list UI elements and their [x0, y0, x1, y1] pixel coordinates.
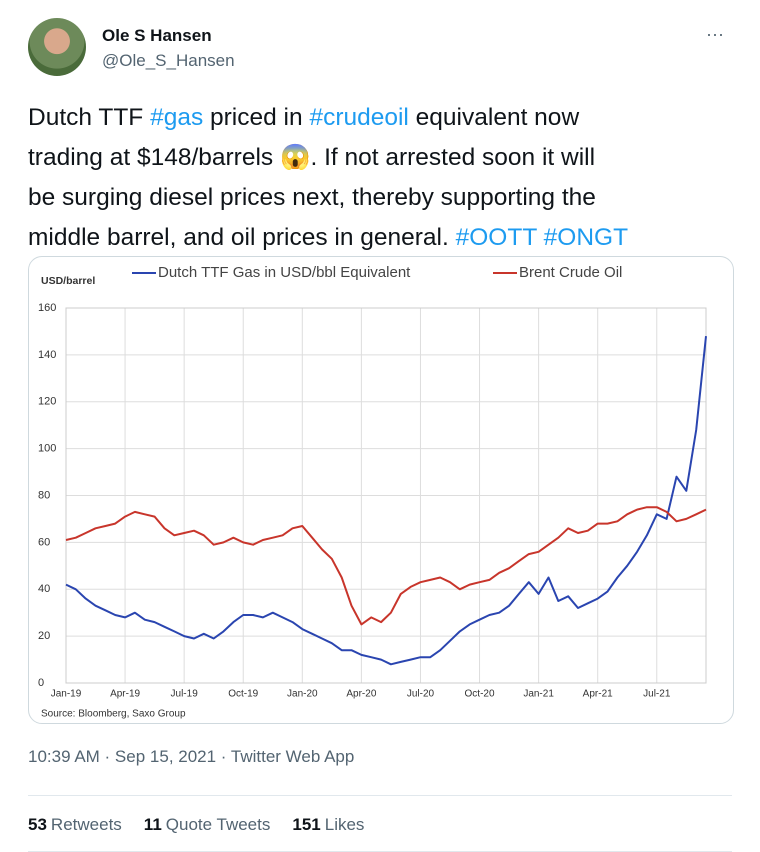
stat-count: 151: [292, 815, 321, 834]
x-tick-label: Jan-20: [287, 689, 318, 700]
text-segment: equivalent now: [408, 104, 580, 131]
stat[interactable]: 151 Likes: [292, 815, 364, 834]
stat-label: Retweets: [50, 815, 122, 834]
hashtag[interactable]: #crudeoil: [309, 104, 409, 131]
text-line: be surging diesel prices next, thereby s…: [28, 178, 628, 218]
y-tick-label: 120: [38, 396, 56, 408]
text-line: Dutch TTF #gas priced in #crudeoil equiv…: [28, 98, 628, 138]
y-axis-label: USD/barrel: [41, 275, 95, 287]
divider: [28, 795, 732, 796]
more-button[interactable]: ···: [706, 24, 724, 44]
stat[interactable]: 53 Retweets: [28, 815, 122, 834]
y-tick-label: 100: [38, 443, 56, 455]
y-tick-label: 80: [38, 489, 50, 501]
x-tick-label: Jul-21: [643, 689, 671, 700]
text-segment: middle barrel, and oil prices in general…: [28, 224, 456, 251]
text-line: trading at $148/barrels 😱. If not arrest…: [28, 138, 628, 178]
stat-count: 53: [28, 815, 47, 834]
x-tick-label: Apr-21: [583, 689, 613, 700]
y-tick-label: 140: [38, 349, 56, 361]
x-tick-label: Oct-20: [465, 689, 495, 700]
hashtag[interactable]: #gas: [150, 104, 204, 131]
stats: 53 Retweets 11 Quote Tweets 151 Likes: [28, 815, 386, 835]
hashtag[interactable]: #ONGT: [543, 224, 629, 251]
text-segment: priced in: [203, 104, 310, 131]
text-segment: trading at $148/barrels 😱. If not arrest…: [28, 144, 596, 171]
y-tick-label: 160: [38, 302, 56, 314]
text-segment: be surging diesel prices next, thereby s…: [28, 184, 596, 211]
y-tick-label: 0: [38, 677, 44, 689]
series-line: [65, 506, 707, 626]
x-tick-label: Apr-20: [346, 689, 376, 700]
plot-frame: [65, 307, 707, 684]
y-tick-label: 60: [38, 536, 50, 548]
x-tick-label: Oct-19: [228, 689, 258, 700]
x-tick-label: Jul-20: [407, 689, 435, 700]
source: Source: Bloomberg, Saxo Group: [41, 709, 186, 720]
x-tick-label: Apr-19: [110, 689, 140, 700]
display-name[interactable]: Ole S Hansen: [102, 26, 212, 45]
text-segment: [537, 224, 544, 251]
avatar[interactable]: [28, 18, 86, 76]
timestamp[interactable]: 10:39 AM · Sep 15, 2021 · Twitter Web Ap…: [28, 747, 355, 766]
hashtag[interactable]: #OOTT: [455, 224, 537, 251]
series-line: [65, 335, 707, 666]
stat[interactable]: 11 Quote Tweets: [144, 815, 271, 834]
y-tick-label: 20: [38, 630, 50, 642]
y-tick-label: 40: [38, 583, 50, 595]
x-tick-label: Jan-21: [523, 689, 554, 700]
x-tick-label: Jan-19: [51, 689, 82, 700]
legend-label: Dutch TTF Gas in USD/bbl Equivalent: [158, 264, 411, 281]
chart: USD/barrel 0 20 40 60 80 100 120 140 160 Jan-19 Apr…: [38, 264, 707, 720]
text-segment: Dutch TTF: [28, 104, 151, 131]
tweet-text: Dutch TTF #gas priced in #crudeoil equiv…: [28, 98, 628, 258]
stat-label: Quote Tweets: [165, 815, 271, 834]
text-line: middle barrel, and oil prices in general…: [28, 218, 628, 258]
legend-label: Brent Crude Oil: [519, 264, 622, 281]
stat-count: 11: [143, 815, 162, 834]
stat-label: Likes: [324, 815, 365, 834]
chart-card[interactable]: USD/barrel 0 20 40 60 80 100 120 140 160 Jan-19 Apr…: [28, 256, 734, 724]
x-tick-label: Jul-19: [171, 689, 199, 700]
handle[interactable]: @Ole_S_Hansen: [102, 51, 235, 70]
